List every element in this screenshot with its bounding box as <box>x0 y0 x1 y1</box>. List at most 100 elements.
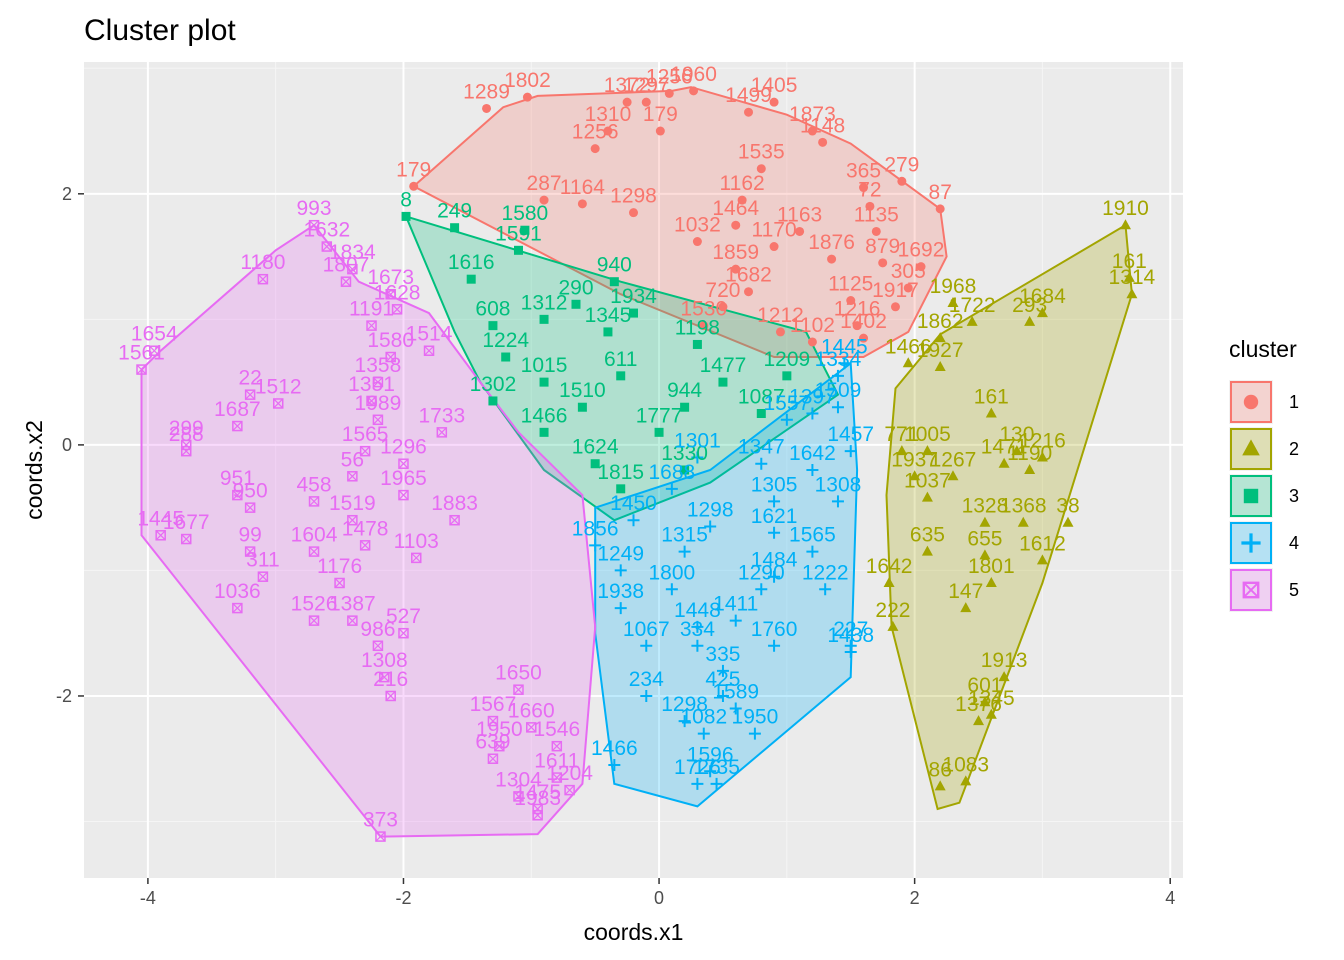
point-label: 1301 <box>674 429 721 452</box>
point-label: 1682 <box>725 264 772 287</box>
point-label: 993 <box>296 197 331 220</box>
cluster-2-point <box>887 620 899 631</box>
point-label: 1807 <box>323 254 370 277</box>
cluster-4-point <box>755 457 768 470</box>
cluster-3-point <box>692 339 702 349</box>
cluster-2-point <box>1123 271 1135 282</box>
cluster-2-point <box>947 470 959 481</box>
point-label: 1950 <box>732 706 779 729</box>
point-label: 1611 <box>534 750 579 773</box>
cluster-1-point <box>692 237 702 247</box>
point-label: 1304 <box>495 768 542 791</box>
point-label: 1565 <box>789 524 836 547</box>
point-label: 1862 <box>917 310 964 333</box>
cluster-1-point <box>718 302 728 312</box>
point-label: 1125 <box>828 273 873 296</box>
point-label: 1387 <box>329 593 376 616</box>
axes: -4 -2 0 2 4 -2 0 2 <box>56 184 1175 908</box>
cluster-4-point <box>729 614 742 627</box>
point-label: 1103 <box>394 530 439 553</box>
point-label: 771 <box>884 423 919 446</box>
point-label: 1499 <box>725 84 772 107</box>
point-label: 1604 <box>291 524 338 547</box>
point-label: 1298 <box>687 498 734 521</box>
point-label: 1163 <box>777 203 822 226</box>
cluster-3-point <box>629 308 638 318</box>
cluster-2-point <box>921 445 933 456</box>
point-label: 1514 <box>406 323 453 346</box>
legend-title: cluster <box>1229 336 1297 362</box>
cluster-1-point <box>699 321 709 331</box>
point-label: 1445 <box>137 507 184 530</box>
point-label: 1509 <box>815 379 862 402</box>
cluster-1-point <box>935 204 945 214</box>
x-tick-label: -4 <box>140 888 156 908</box>
cluster-3-point <box>616 484 626 494</box>
cluster-5-point <box>257 571 269 582</box>
cluster-4-point <box>806 545 819 558</box>
cluster-4-point <box>627 514 640 527</box>
cluster-1-point <box>807 126 817 136</box>
point-label: 1512 <box>255 375 302 398</box>
cluster-2-point <box>1126 288 1138 299</box>
cluster-1-point <box>878 258 888 268</box>
cluster-5-point <box>232 602 243 614</box>
point-label: 1484 <box>751 549 798 572</box>
point-label: 1801 <box>968 555 1015 578</box>
cluster-1-point <box>827 254 837 264</box>
cluster-4-point <box>768 639 781 652</box>
point-label: 1411 <box>713 593 758 616</box>
point-label: 1209 <box>763 348 810 371</box>
cluster-4-point <box>831 495 844 508</box>
cluster-2-point <box>1119 219 1131 230</box>
legend-item-4: 4 <box>1229 521 1299 565</box>
cluster-5-point <box>272 398 284 409</box>
cluster-5-point <box>385 351 396 363</box>
cluster-3-point <box>577 402 587 412</box>
point-label: 1466 <box>885 335 932 358</box>
point-label: 1856 <box>572 517 619 540</box>
point-label: 1616 <box>448 251 495 274</box>
cluster-5-point <box>347 514 358 526</box>
cluster-5-point <box>564 784 575 796</box>
point-label: 635 <box>910 524 945 547</box>
cluster-3-point <box>603 327 613 337</box>
cluster-2-point <box>896 445 908 456</box>
cluster-5-point <box>372 640 384 652</box>
cluster-2-point <box>921 491 933 502</box>
cluster-3-point <box>501 352 511 362</box>
cluster-5-point <box>359 445 371 457</box>
data-points <box>136 86 1138 842</box>
point-label: 950 <box>233 480 268 503</box>
legend-label: 4 <box>1289 533 1299 553</box>
point-label: 1314 <box>1109 266 1156 289</box>
point-label: 1735 <box>693 756 740 779</box>
x-tick-label: 0 <box>654 888 664 908</box>
legend-item-3: 3 <box>1229 474 1299 518</box>
point-label: 1596 <box>687 743 734 766</box>
point-label: 1345 <box>968 687 1015 710</box>
cluster-5-point <box>398 458 409 469</box>
point-label: 161 <box>974 386 1009 409</box>
point-label: 1176 <box>317 555 362 578</box>
point-label: 1612 <box>1019 532 1066 555</box>
point-label: 1565 <box>342 423 389 446</box>
point-label: 1296 <box>380 436 427 459</box>
point-label: 1910 <box>1102 197 1149 220</box>
cluster-4-point <box>678 715 691 728</box>
point-label: 720 <box>705 279 740 302</box>
legend-item-5: 5 <box>1229 568 1299 612</box>
cluster-3-point <box>654 427 664 437</box>
cluster-1-point <box>539 195 549 205</box>
cluster-4-point <box>729 702 742 715</box>
cluster-4-point <box>844 646 857 659</box>
cluster-5-point <box>379 671 390 683</box>
cluster-3-point <box>520 225 530 235</box>
cluster-2-point <box>1017 516 1029 527</box>
cluster-2-point <box>934 780 946 791</box>
point-label: 1580 <box>502 202 549 225</box>
cluster-5-point <box>347 615 358 626</box>
cluster-3-point <box>466 274 476 284</box>
